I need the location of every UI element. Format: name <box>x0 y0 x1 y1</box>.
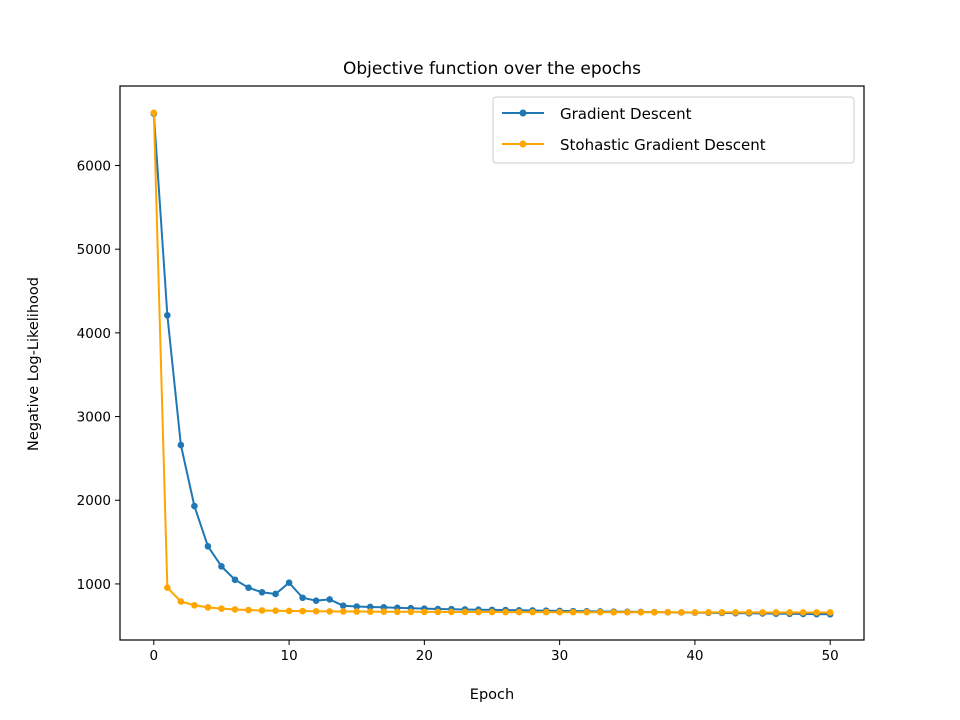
data-point-gradient-descent <box>164 312 171 319</box>
data-point-stohastic-gradient-descent <box>664 609 672 616</box>
plot-frame <box>119 85 865 641</box>
y-tick-label: 3000 <box>77 410 111 426</box>
x-tick-label: 20 <box>416 648 433 664</box>
data-point-stohastic-gradient-descent <box>285 607 293 615</box>
data-point-gradient-descent <box>258 589 266 596</box>
data-point-stohastic-gradient-descent <box>150 109 158 117</box>
y-axis-label: Negative Log-Likelihood <box>26 277 42 451</box>
data-point-stohastic-gradient-descent <box>826 609 834 616</box>
y-tick-label: 1000 <box>77 577 111 593</box>
data-point-stohastic-gradient-descent <box>732 609 739 616</box>
data-point-stohastic-gradient-descent <box>799 609 807 616</box>
data-point-stohastic-gradient-descent <box>475 608 482 616</box>
data-point-stohastic-gradient-descent <box>542 608 550 616</box>
data-point-gradient-descent <box>245 584 252 591</box>
data-point-gradient-descent <box>191 502 198 510</box>
data-point-gradient-descent <box>285 579 293 586</box>
x-tick-label: 30 <box>551 648 568 664</box>
data-point-stohastic-gradient-descent <box>448 608 455 616</box>
data-point-gradient-descent <box>299 594 306 602</box>
data-point-stohastic-gradient-descent <box>772 609 780 616</box>
data-point-stohastic-gradient-descent <box>596 608 604 616</box>
chart-title: Objective function over the epochs <box>343 59 641 79</box>
x-axis-label: Epoch <box>470 687 514 703</box>
data-point-gradient-descent <box>339 602 347 609</box>
data-point-stohastic-gradient-descent <box>191 601 198 609</box>
data-point-stohastic-gradient-descent <box>691 609 699 616</box>
data-point-stohastic-gradient-descent <box>326 608 333 615</box>
data-point-stohastic-gradient-descent <box>678 609 685 616</box>
data-point-stohastic-gradient-descent <box>705 609 712 616</box>
data-point-gradient-descent <box>177 441 185 449</box>
data-point-stohastic-gradient-descent <box>556 608 563 616</box>
series-line-stohastic-gradient-descent <box>152 112 831 614</box>
data-point-gradient-descent <box>231 576 239 584</box>
data-point-stohastic-gradient-descent <box>204 604 212 611</box>
x-tick-label: 10 <box>280 648 297 664</box>
data-point-stohastic-gradient-descent <box>177 598 185 605</box>
data-point-stohastic-gradient-descent <box>299 607 306 615</box>
data-point-gradient-descent <box>326 596 333 603</box>
data-point-stohastic-gradient-descent <box>245 606 252 614</box>
data-point-stohastic-gradient-descent <box>339 608 347 615</box>
legend-marker-stochastic-gradient-descent <box>519 140 527 148</box>
data-point-stohastic-gradient-descent <box>272 607 279 615</box>
data-point-stohastic-gradient-descent <box>407 608 415 616</box>
data-point-stohastic-gradient-descent <box>745 609 753 616</box>
legend-marker-gradient-descent <box>519 109 527 117</box>
y-tick-label: 5000 <box>77 242 111 258</box>
data-point-stohastic-gradient-descent <box>786 609 793 616</box>
data-point-gradient-descent <box>204 542 212 550</box>
y-tick-label: 6000 <box>77 159 111 175</box>
data-point-stohastic-gradient-descent <box>515 608 523 616</box>
data-point-stohastic-gradient-descent <box>813 609 820 616</box>
data-point-stohastic-gradient-descent <box>421 608 428 616</box>
data-point-stohastic-gradient-descent <box>366 608 374 615</box>
data-point-stohastic-gradient-descent <box>394 608 401 616</box>
x-tick-label: 50 <box>822 648 839 664</box>
data-point-stohastic-gradient-descent <box>502 608 509 616</box>
data-point-stohastic-gradient-descent <box>461 608 469 616</box>
data-point-stohastic-gradient-descent <box>434 608 442 616</box>
data-point-stohastic-gradient-descent <box>231 606 239 613</box>
x-tick-label: 0 <box>150 648 159 664</box>
data-point-stohastic-gradient-descent <box>258 607 266 614</box>
data-point-stohastic-gradient-descent <box>637 609 645 616</box>
data-point-stohastic-gradient-descent <box>218 605 225 612</box>
data-point-stohastic-gradient-descent <box>312 608 320 615</box>
data-point-stohastic-gradient-descent <box>759 609 766 616</box>
series-line-gradient-descent <box>152 113 831 616</box>
data-point-gradient-descent <box>353 603 361 610</box>
data-point-gradient-descent <box>218 563 225 570</box>
data-point-stohastic-gradient-descent <box>164 584 171 591</box>
data-point-stohastic-gradient-descent <box>353 608 361 615</box>
legend-label-gradient-descent: Gradient Descent <box>560 105 692 123</box>
legend-box <box>492 96 855 164</box>
y-tick-label: 2000 <box>77 493 111 509</box>
data-point-stohastic-gradient-descent <box>610 609 618 616</box>
data-point-stohastic-gradient-descent <box>380 608 388 616</box>
data-point-stohastic-gradient-descent <box>569 608 577 616</box>
legend-label-stochastic-gradient-descent: Stohastic Gradient Descent <box>560 136 766 154</box>
data-point-stohastic-gradient-descent <box>583 608 590 616</box>
data-point-stohastic-gradient-descent <box>718 609 726 616</box>
data-point-gradient-descent <box>366 603 374 611</box>
legend: Gradient Descent Stohastic Gradient Desc… <box>492 96 855 164</box>
y-tick-label: 4000 <box>77 326 111 342</box>
x-tick-label: 40 <box>686 648 703 664</box>
data-point-gradient-descent <box>312 597 320 604</box>
tick-layer: 0 10 20 30 40 50 1000 2000 3000 4000 5000 6000 <box>77 159 839 664</box>
data-point-stohastic-gradient-descent <box>488 608 496 616</box>
data-point-stohastic-gradient-descent <box>651 609 658 616</box>
series-layer <box>150 109 834 618</box>
data-point-stohastic-gradient-descent <box>529 608 536 616</box>
data-point-gradient-descent <box>272 590 279 598</box>
data-point-stohastic-gradient-descent <box>623 609 631 616</box>
